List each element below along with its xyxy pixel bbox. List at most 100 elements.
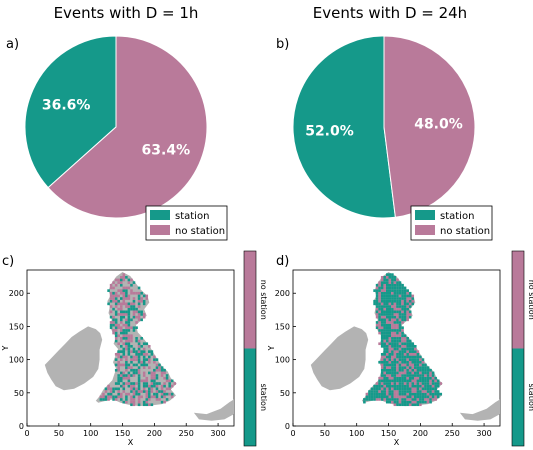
map-cell (140, 350, 143, 353)
map-cell (130, 355, 133, 359)
map-cell (401, 291, 404, 295)
map-cell (414, 403, 417, 407)
map-cell (140, 313, 143, 316)
map-cell (155, 387, 159, 391)
map-cell (388, 313, 392, 316)
map-cell (137, 379, 141, 383)
map-cell (398, 339, 402, 343)
map-cell (142, 294, 146, 298)
map-cell (408, 395, 412, 399)
map-cell (426, 374, 430, 377)
map-cell (117, 294, 120, 298)
map-cell (436, 390, 440, 393)
map-cell (396, 382, 399, 385)
map-cell (114, 323, 118, 327)
map-cell (391, 339, 394, 343)
map-cell (117, 278, 120, 282)
map-cell (391, 353, 394, 356)
map-cell (165, 392, 169, 396)
map-cell (406, 403, 409, 407)
map-cell (388, 321, 392, 324)
map-cell (380, 291, 384, 295)
map-cell (155, 368, 159, 372)
map-cell (401, 337, 404, 340)
map-cell (370, 387, 374, 391)
map-cell (414, 355, 417, 359)
map-cell (388, 297, 392, 300)
map-cell (388, 387, 392, 391)
map-cell (145, 363, 149, 367)
map-cell (130, 374, 133, 377)
map-cell (436, 392, 440, 396)
map-cell (383, 337, 386, 340)
map-cell (153, 360, 156, 364)
map-cell (122, 276, 126, 279)
map-cell (426, 387, 430, 391)
map-cell (416, 355, 420, 359)
map-cell (401, 355, 404, 359)
map-cell (112, 323, 115, 327)
map-cell (414, 360, 417, 364)
map-cell (393, 334, 397, 338)
map-cell (386, 347, 389, 351)
map-cell (401, 329, 404, 332)
map-cell (127, 353, 131, 356)
map-cell (375, 307, 379, 311)
map-cell (363, 398, 366, 401)
map-cell (411, 390, 415, 393)
map-cell (396, 278, 399, 282)
map-cell (130, 368, 133, 372)
map-cell (391, 398, 394, 401)
map-cell (125, 368, 128, 372)
map-cell (396, 398, 399, 401)
map-cell (107, 384, 110, 388)
map-cell (114, 299, 118, 303)
map-cell (378, 305, 381, 308)
map-cell (130, 390, 133, 393)
map-cell (127, 297, 131, 300)
map-cell (431, 390, 435, 393)
map-cell (383, 398, 386, 401)
map-cell (386, 321, 389, 324)
x-tick-label: 100 (83, 429, 98, 438)
map-cell (130, 302, 133, 306)
map-cell (120, 350, 123, 353)
map-cell (135, 321, 138, 324)
map-cell (132, 326, 136, 330)
map-cell (406, 345, 409, 348)
map-cell (403, 350, 407, 353)
map-cell (127, 329, 131, 332)
map-cell (135, 310, 138, 314)
map-cell (137, 299, 141, 303)
map-cell (109, 321, 113, 324)
map-cell (383, 299, 386, 303)
map-cell (130, 305, 133, 308)
map-cell (386, 398, 389, 401)
map-cell (142, 374, 146, 377)
map-cell (403, 337, 407, 340)
map-cell (424, 398, 427, 401)
map-cell (393, 329, 397, 332)
map-cell (401, 350, 404, 353)
map-cell (388, 337, 392, 340)
y-tick-label: 0 (285, 422, 290, 431)
map-cell (436, 382, 440, 385)
map-cell (148, 384, 151, 388)
map-cell (408, 360, 412, 364)
map-cell (401, 358, 404, 361)
map-cell (132, 363, 136, 367)
map-cell (408, 358, 412, 361)
map-cell (386, 281, 389, 284)
map-cell (137, 398, 141, 401)
map-cell (378, 281, 381, 284)
x-axis-label: X (394, 438, 400, 447)
map-cell (383, 283, 386, 287)
panel-label: d) (276, 254, 289, 269)
map-cell (398, 382, 402, 385)
map-cell (386, 283, 389, 287)
map-cell (406, 310, 409, 314)
map-cell (109, 326, 113, 330)
map-cell (373, 390, 376, 393)
map-cell (391, 360, 394, 364)
map-cell (117, 342, 120, 346)
